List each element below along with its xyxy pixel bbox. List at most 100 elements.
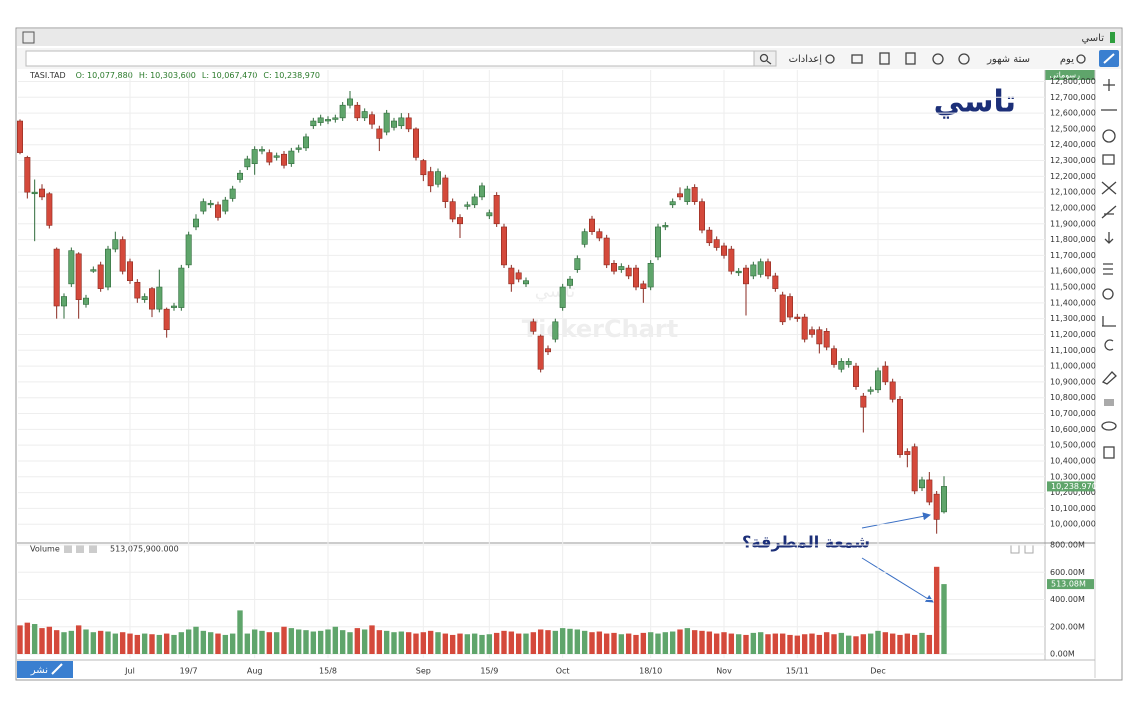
volume-close[interactable] [89,545,97,553]
lock-tool[interactable] [1104,399,1114,406]
candle-body [390,120,397,128]
candle-body [713,239,720,248]
settings-button[interactable]: إعدادات [789,54,823,65]
fib-tool[interactable] [1102,154,1115,165]
search-box[interactable] [25,50,777,67]
volume-bar [332,626,339,654]
volume-settings[interactable] [64,545,72,553]
alert-button[interactable] [932,53,944,65]
candle-body [596,231,603,239]
candle-body [24,157,31,193]
y-tick-label: 11,800,000 [1050,235,1096,244]
volume-bar [178,632,185,654]
volume-bar [105,631,111,654]
candle-body [456,217,463,225]
layout-button[interactable] [905,52,916,65]
candle-body [412,128,419,158]
range-button[interactable]: ستة شهور [986,54,1030,65]
publish-button[interactable] [17,661,73,678]
volume-bar [618,634,625,654]
candle-body [522,280,529,285]
zoom-tool[interactable] [1102,288,1114,300]
candle-body [559,286,566,308]
candle-body [750,264,757,277]
y-tick-label: 10,500,000 [1050,441,1096,450]
y-tick-label: 12,100,000 [1050,188,1096,197]
candle-body [346,98,353,106]
volume-bar [889,633,896,654]
clear-tool[interactable] [1104,339,1114,351]
candle-body [889,381,896,400]
arrow-tool[interactable] [1104,232,1114,244]
volume-options[interactable] [76,545,84,553]
measure-tool[interactable] [1102,316,1116,327]
candle-body [31,191,38,195]
candle-body [464,204,471,207]
publish-label: نشر [30,665,48,676]
trend-tool[interactable] [1101,205,1117,219]
candle-body [83,297,90,305]
candle-body [867,389,874,392]
volume-bar [31,624,38,654]
candle-body [852,365,859,387]
candle-body [119,239,126,272]
candle-body [258,149,265,152]
status-indicator [1110,32,1115,43]
y-tick-label: 11,200,000 [1050,330,1096,339]
candle-body [193,218,200,228]
volume-bar [75,625,82,654]
volume-tick-label: 400.00M [1050,595,1085,604]
search-button[interactable] [753,50,777,67]
drawings-tab[interactable] [1045,70,1095,80]
volume-bar [435,632,441,654]
candle-body [801,316,808,340]
volume-bar [39,628,45,654]
interval-button[interactable]: يوم [1060,54,1074,65]
delete-tool[interactable] [1103,446,1115,459]
volume-bar [647,632,654,654]
candle-body [200,201,207,212]
volume-bar [838,632,845,654]
candle-body [105,248,112,288]
replay-button[interactable] [958,53,970,65]
y-tick-label: 11,700,000 [1050,251,1096,260]
volume-header-value: 513,075,900.000 [110,545,179,554]
maximize-button[interactable] [22,31,35,44]
volume-bar [420,632,427,654]
volume-bar [442,633,449,654]
brush-tool[interactable] [1101,371,1117,385]
volume-bar [655,633,661,654]
indicator-tool[interactable] [1103,263,1113,275]
camera-button[interactable] [851,54,863,64]
volume-bar [706,631,713,654]
volume-bar [61,632,67,654]
volume-bar [171,634,177,654]
volume-bar [537,629,544,654]
circle-tool[interactable] [1102,129,1116,143]
candle-body [354,104,361,119]
candle-body [449,201,456,220]
hide-tool[interactable] [1101,421,1117,431]
candle-body [874,370,881,391]
volume-bar [809,633,815,654]
annotation: شمعة المطرقة؟ [742,533,870,552]
volume-bar [259,630,265,654]
x-tick-label: Jul [124,667,135,676]
candle-body [185,234,192,266]
y-tick-label: 12,000,000 [1050,203,1096,212]
volume-bar [882,632,889,654]
candle-body [97,264,104,289]
pattern-tool[interactable] [1101,181,1117,195]
candle-body [581,231,588,245]
volume-bar [163,633,170,654]
price-tag [1047,481,1094,492]
candle-body [618,266,625,270]
candle-body [786,296,793,318]
volume-bar [251,629,258,654]
volume-bar [603,633,610,654]
candle-body [823,330,830,348]
drawings-tab-label: رسوماتي [1050,71,1080,80]
close-label: C: 10,238,970 [263,71,320,80]
compare-button[interactable] [879,52,890,65]
tool-sidebar [1101,79,1117,459]
